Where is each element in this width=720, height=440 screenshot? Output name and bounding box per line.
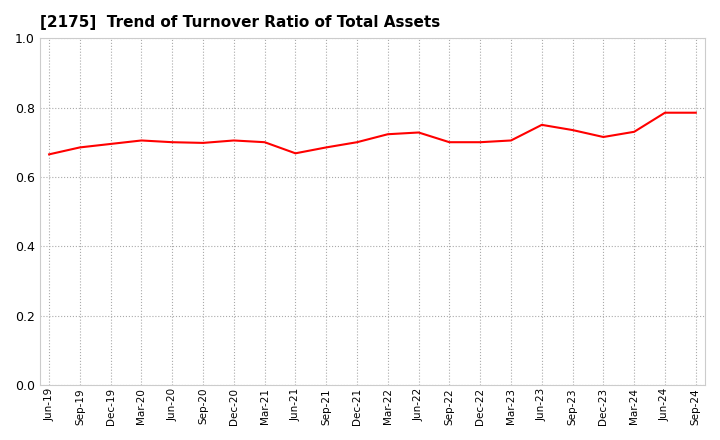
Text: [2175]  Trend of Turnover Ratio of Total Assets: [2175] Trend of Turnover Ratio of Total …	[40, 15, 440, 30]
